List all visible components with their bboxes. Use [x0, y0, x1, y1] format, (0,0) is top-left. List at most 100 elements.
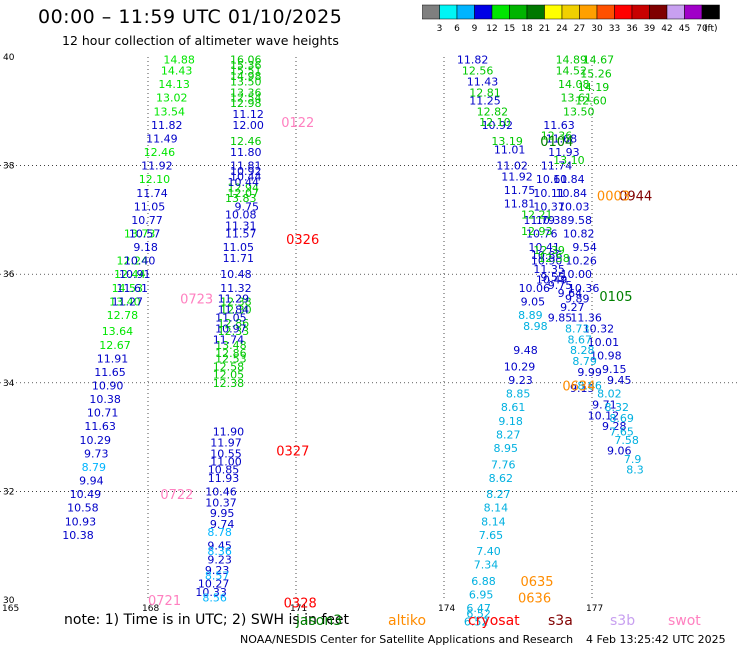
wave-height-value: 12.10: [479, 116, 511, 129]
wave-height-value: 12.56: [462, 65, 494, 78]
wave-height-value: 14.88: [163, 54, 195, 67]
x-tick-label: 174: [438, 604, 455, 614]
wave-height-value: 10.57: [129, 227, 161, 240]
wave-height-value: 11.63: [84, 420, 116, 433]
wave-height-value: 14.89: [556, 54, 588, 67]
wave-height-value: 9.28: [602, 420, 627, 433]
pass-time-label: 0635: [520, 575, 553, 590]
wave-height-value: 7.65: [609, 426, 634, 439]
wave-height-value: 10.84: [553, 173, 585, 186]
wave-height-value: 10.76: [526, 227, 558, 240]
wave-height-value: 10.38: [89, 393, 121, 406]
wave-height-value: 14.52: [556, 65, 588, 78]
chart-subtitle: 12 hour collection of altimeter wave hei…: [62, 33, 339, 48]
pass-time-label: 0122: [281, 116, 314, 131]
pass-time-label: 0636: [518, 591, 551, 606]
wave-height-value: 11.75: [504, 184, 536, 197]
wave-height-value: 12.07: [228, 187, 260, 200]
wave-height-value: 13.40: [109, 295, 141, 308]
wave-height-value: 12.58: [213, 361, 245, 374]
wave-height-value: 10.32: [583, 323, 615, 336]
wave-height-value: 8.57: [205, 570, 230, 583]
wave-height-value: 9.64: [558, 287, 583, 300]
pass-time-label: 0326: [286, 233, 319, 248]
wave-height-value: 8.79: [82, 461, 107, 474]
wave-height-value: 8.3: [626, 464, 644, 477]
wave-height-value: 10.44: [230, 170, 262, 183]
wave-height-value: 13.10: [553, 154, 585, 167]
wave-height-value: 13.48: [215, 339, 247, 352]
wave-height-value: 8.02: [597, 388, 622, 401]
wave-height-value: 9.45: [607, 374, 632, 387]
wave-height-value: 10.86: [531, 249, 563, 262]
wave-height-value: 11.27: [112, 295, 144, 308]
wave-height-value: 10.38: [62, 529, 94, 542]
wave-height-value: 10.26: [565, 255, 597, 268]
wave-height-value: 12.78: [107, 309, 139, 322]
wave-height-value: 15.36: [230, 59, 262, 72]
wave-height-value: 10.03: [558, 200, 590, 213]
y-tick-label: 38: [3, 162, 15, 172]
wave-height-value: 10.29: [504, 361, 536, 374]
wave-height-value: 14.13: [158, 78, 190, 91]
note-text: note: 1) Time is in UTC; 2) SWH is in fe…: [64, 612, 350, 628]
wave-height-value: 11.74: [136, 187, 168, 200]
wave-height-value: 9.99: [577, 366, 602, 379]
wave-height-value: 10.58: [67, 502, 99, 515]
wave-height-value: 8.79: [572, 355, 597, 368]
wave-height-value: 12.44: [114, 268, 146, 281]
wave-height-value: 11.91: [97, 352, 129, 365]
wave-height-value: 9.15: [602, 363, 627, 376]
wave-height-value: 12.46: [230, 135, 262, 148]
wave-height-value: 15.26: [580, 67, 612, 80]
wave-height-value: 11.05: [223, 241, 255, 254]
wave-height-value: 9.06: [607, 445, 632, 458]
wave-height-value: 9.95: [210, 507, 235, 520]
wave-height-value: 8.67: [568, 333, 593, 346]
colorbar-tick-label: 30: [591, 24, 603, 34]
wave-height-value: 11.79: [524, 214, 556, 227]
legend-item-jason3: jason3: [296, 613, 343, 629]
colorbar-tick-label: 36: [626, 24, 638, 34]
wave-height-value: 14.19: [578, 81, 610, 94]
wave-height-value: 12.67: [99, 339, 131, 352]
wave-height-value: 7.58: [614, 434, 639, 447]
wave-height-value: 12.10: [139, 173, 171, 186]
pass-time-label: 0944: [619, 189, 652, 204]
wave-height-value: 12.94: [228, 181, 260, 194]
wave-height-value: 10.71: [87, 407, 119, 420]
wave-height-value: 12.24: [117, 255, 149, 268]
wave-height-value: 11.81: [230, 160, 262, 173]
wave-height-value: 8.95: [494, 442, 519, 455]
wave-height-value: 14.67: [583, 54, 615, 67]
wave-height-value: 13.02: [156, 92, 188, 105]
colorbar-tick-label: 3: [437, 24, 443, 34]
wave-height-value: 13.50: [230, 75, 262, 88]
wave-height-value: 13.19: [491, 135, 523, 148]
y-tick-label: 36: [3, 270, 15, 280]
wave-height-value: 13.61: [561, 92, 593, 105]
pass-time-label: 0634: [562, 380, 595, 395]
wave-height-value: 12.58: [538, 252, 570, 265]
wave-height-value: 11.90: [213, 426, 245, 439]
y-tick-label: 30: [3, 596, 15, 606]
wave-height-value: 10.85: [208, 464, 240, 477]
wave-height-value: 11.32: [220, 282, 252, 295]
wave-height-value: 6.52: [466, 608, 491, 621]
wave-height-value: 11.81: [504, 198, 536, 211]
wave-height-value: 10.46: [205, 485, 237, 498]
wave-height-value: 9.73: [84, 447, 109, 460]
wave-height-value: 11.05: [215, 312, 247, 325]
wave-height-value: 10.91: [119, 268, 151, 281]
wave-height-value: 12.05: [213, 369, 245, 382]
wave-height-value: 13.54: [154, 105, 186, 118]
colorbar-tick-label: 27: [574, 24, 585, 34]
wave-height-value: 7.65: [479, 529, 504, 542]
wave-height-value: 10.37: [533, 200, 565, 213]
chart-title: 00:00 – 11:59 UTC 01/10/2025: [38, 6, 343, 28]
wave-height-value: 10.48: [220, 268, 252, 281]
wave-height-value: 11.29: [218, 293, 250, 306]
wave-height-value: 8.32: [605, 401, 630, 414]
wave-height-value: 8.14: [484, 502, 509, 515]
wave-height-value: 9.85: [548, 312, 573, 325]
